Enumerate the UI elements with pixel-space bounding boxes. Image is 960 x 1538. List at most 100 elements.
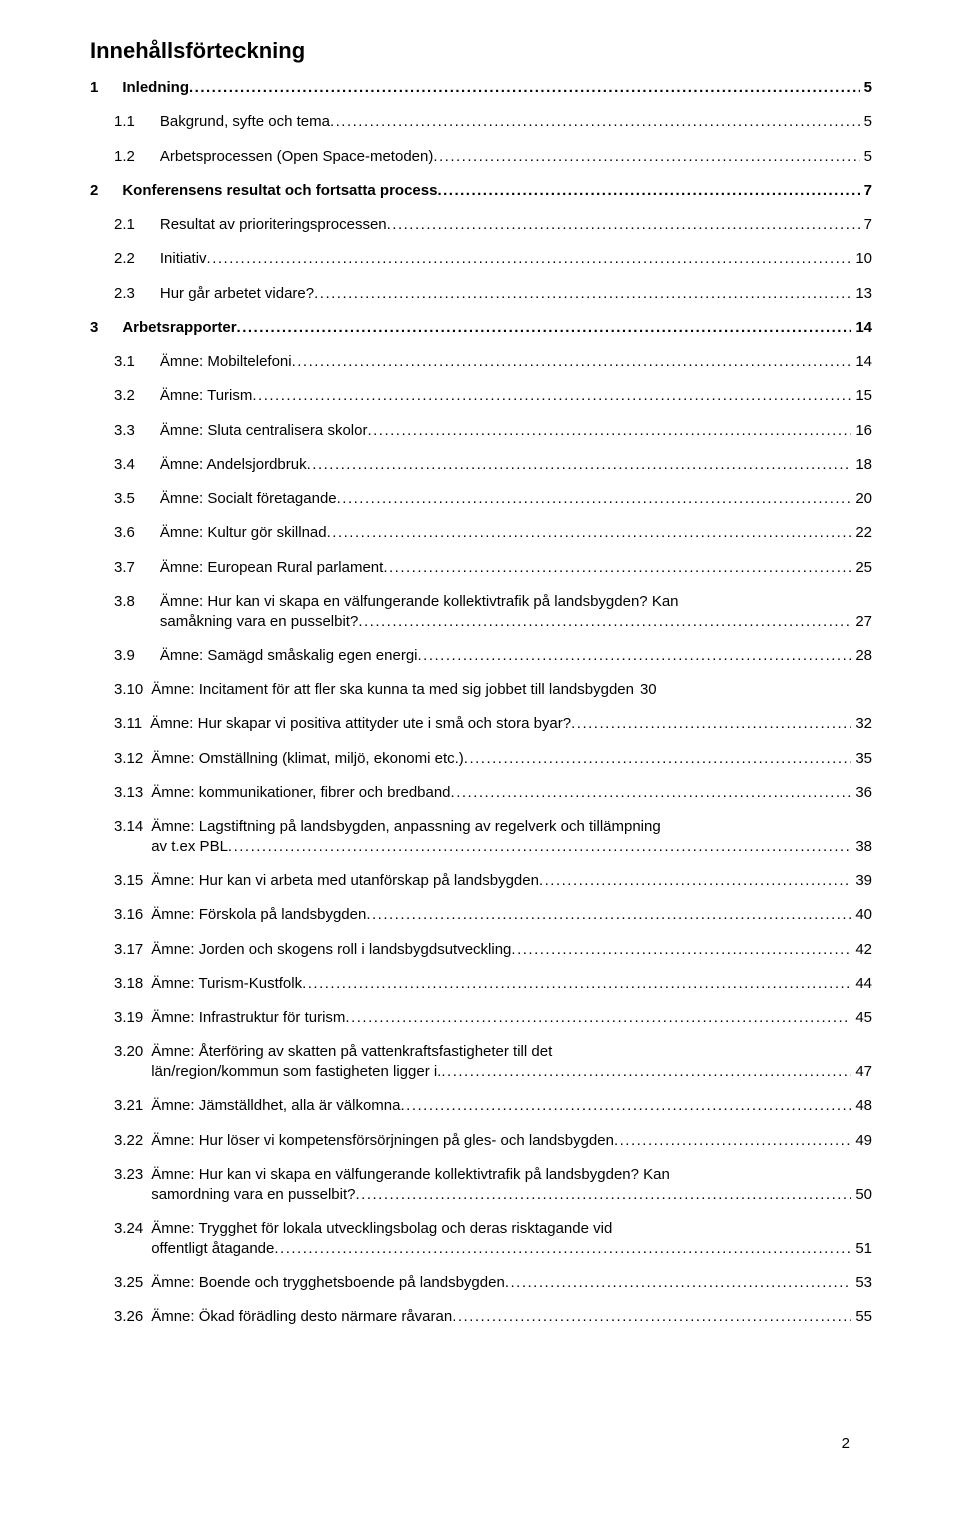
toc-page: 18 [855,455,872,475]
toc-number: 3.22 [114,1131,143,1151]
toc-row: 2.3Hur går arbetet vidare?..............… [90,284,872,304]
toc-leader: ........................................… [345,1008,851,1028]
toc-line: Ämne: Hur löser vi kompetensförsörjninge… [151,1131,872,1151]
toc-row: 3.7Ämne: European Rural parlament.......… [90,558,872,578]
toc-label-wrap: Ämne: Hur kan vi skapa en välfungerande … [160,593,872,632]
toc-entry: 1.1Bakgrund, syfte och tema.............… [90,112,872,132]
toc-line: Ämne: Infrastruktur för turism..........… [151,1008,872,1028]
toc-number: 3.21 [114,1096,143,1116]
toc-page: 42 [855,940,872,960]
toc-page: 28 [855,646,872,666]
toc-label-wrap: Ämne: Socialt företagande...............… [160,489,872,509]
toc-label-wrap: Ämne: Jämställdhet, alla är välkomna....… [151,1096,872,1116]
toc-label: Ämne: Ökad förädling desto närmare råvar… [151,1307,452,1327]
toc-label-wrap: Ämne: European Rural parlament..........… [160,558,872,578]
toc-page: 10 [855,249,872,269]
toc-entry: 3.15Ämne: Hur kan vi arbeta med utanförs… [90,871,872,891]
toc-leader: ........................................… [452,1307,851,1327]
toc-label: Ämne: Hur löser vi kompetensförsörjninge… [151,1131,614,1151]
toc-number: 3 [90,318,98,338]
toc-label: län/region/kommun som fastigheten ligger… [151,1062,441,1082]
toc-entry: 2.3Hur går arbetet vidare?..............… [90,284,872,304]
toc-number: 2.1 [114,215,135,235]
toc-label: Ämne: Jämställdhet, alla är välkomna [151,1096,400,1116]
toc-label-wrap: Ämne: Hur skapar vi positiva attityder u… [150,714,872,734]
toc-entry: 3.1Ämne: Mobiltelefoni..................… [90,352,872,372]
toc-number: 3.14 [114,817,143,837]
toc-label: samordning vara en pusselbit? [151,1185,355,1205]
toc-page: 15 [855,386,872,406]
toc-line: Ämne: Incitament för att fler ska kunna … [151,680,872,700]
toc-label-wrap: Ämne: Samägd småskalig egen energi......… [160,646,872,666]
toc-line: Ämne: Ökad förädling desto närmare råvar… [151,1307,872,1327]
toc-label-wrap: Konferensens resultat och fortsatta proc… [122,181,872,201]
toc-last-line: samordning vara en pusselbit?...........… [151,1185,872,1205]
toc-label-wrap: Ämne: Turism............................… [160,386,872,406]
toc-leader: ........................................… [228,837,851,857]
toc-leader: ........................................… [539,871,851,891]
toc-label-wrap: Ämne: Återföring av skatten på vattenkra… [151,1043,872,1082]
toc-label-wrap: Arbetsprocessen (Open Space-metoden)....… [160,147,872,167]
toc-label-wrap: Bakgrund, syfte och tema................… [160,112,872,132]
toc-row: 3.12Ämne: Omställning (klimat, miljö, ek… [90,749,872,769]
toc-row: 3.5Ämne: Socialt företagande............… [90,489,872,509]
toc-leader: ........................................… [451,783,852,803]
toc-page: 5 [864,78,872,98]
toc-entry: 3.4Ämne: Andelsjordbruk.................… [90,455,872,475]
toc-entry: 2.2Initiativ............................… [90,249,872,269]
toc-label-wrap: Ämne: Kultur gör skillnad...............… [160,523,872,543]
toc-number: 3.6 [114,523,135,543]
toc-leader: ........................................… [505,1273,852,1293]
toc-page: 7 [864,215,872,235]
toc-entry: 3.24Ämne: Trygghet för lokala utveckling… [90,1219,872,1259]
toc-page: 44 [855,974,872,994]
toc-entry: 3.7Ämne: European Rural parlament.......… [90,558,872,578]
toc-row: 3.23Ämne: Hur kan vi skapa en välfungera… [90,1165,872,1205]
toc-page: 50 [855,1185,872,1205]
toc-entry: 2Konferensens resultat och fortsatta pro… [90,181,872,201]
toc-label: Ämne: Lagstiftning på landsbygden, anpas… [151,818,872,837]
toc-label-wrap: Ämne: Hur kan vi skapa en välfungerande … [151,1166,872,1205]
toc-leader: ........................................… [330,112,860,132]
toc-line: Ämne: Hur kan vi arbeta med utanförskap … [151,871,872,891]
toc-page: 5 [864,147,872,167]
toc-entry: 3.26Ämne: Ökad förädling desto närmare r… [90,1307,872,1327]
toc-row: 3.4Ämne: Andelsjordbruk.................… [90,455,872,475]
toc-row: 3.16Ämne: Förskola på landsbygden.......… [90,905,872,925]
toc-label: Ämne: Hur kan vi arbeta med utanförskap … [151,871,539,891]
toc-row: 3.11Ämne: Hur skapar vi positiva attityd… [90,714,872,734]
toc-last-line: län/region/kommun som fastigheten ligger… [151,1062,872,1082]
toc-row: 3.17Ämne: Jorden och skogens roll i land… [90,940,872,960]
toc-entry: 3.16Ämne: Förskola på landsbygden.......… [90,905,872,925]
toc-entry: 3.5Ämne: Socialt företagande............… [90,489,872,509]
toc-label: Konferensens resultat och fortsatta proc… [122,181,437,201]
toc-entry: 2.1Resultat av prioriteringsprocessen...… [90,215,872,235]
toc-leader: ........................................… [314,284,851,304]
toc-number: 3.16 [114,905,143,925]
toc-number: 1 [90,78,98,98]
toc-entry: 3Arbetsrapporter........................… [90,318,872,338]
toc-label-wrap: Ämne: Boende och trygghetsboende på land… [151,1273,872,1293]
toc-row: 1Inledning..............................… [90,78,872,98]
toc-row: 2.2Initiativ............................… [90,249,872,269]
toc-leader: ........................................… [274,1239,851,1259]
toc-line: Ämne: Andelsjordbruk....................… [160,455,872,475]
toc-page: 40 [855,905,872,925]
toc-label: Ämne: Trygghet för lokala utvecklingsbol… [151,1220,872,1239]
toc-row: 3.26Ämne: Ökad förädling desto närmare r… [90,1307,872,1327]
toc-line: Ämne: Kultur gör skillnad...............… [160,523,872,543]
toc-leader: ........................................… [307,455,852,475]
toc-row: 3.15Ämne: Hur kan vi arbeta med utanförs… [90,871,872,891]
toc-row: 3.13Ämne: kommunikationer, fibrer och br… [90,783,872,803]
toc-page: 32 [855,714,872,734]
toc-row: 3.19Ämne: Infrastruktur för turism......… [90,1008,872,1028]
toc-row: 2Konferensens resultat och fortsatta pro… [90,181,872,201]
toc-row: 3.2Ämne: Turism.........................… [90,386,872,406]
toc-line: Ämne: Jorden och skogens roll i landsbyg… [151,940,872,960]
toc-row: 3.10Ämne: Incitament för att fler ska ku… [90,680,872,700]
toc-page: 14 [855,352,872,372]
toc-page: 39 [855,871,872,891]
toc-row: 3.20Ämne: Återföring av skatten på vatte… [90,1042,872,1082]
toc-page: 55 [855,1307,872,1327]
toc-entry: 3.12Ämne: Omställning (klimat, miljö, ek… [90,749,872,769]
